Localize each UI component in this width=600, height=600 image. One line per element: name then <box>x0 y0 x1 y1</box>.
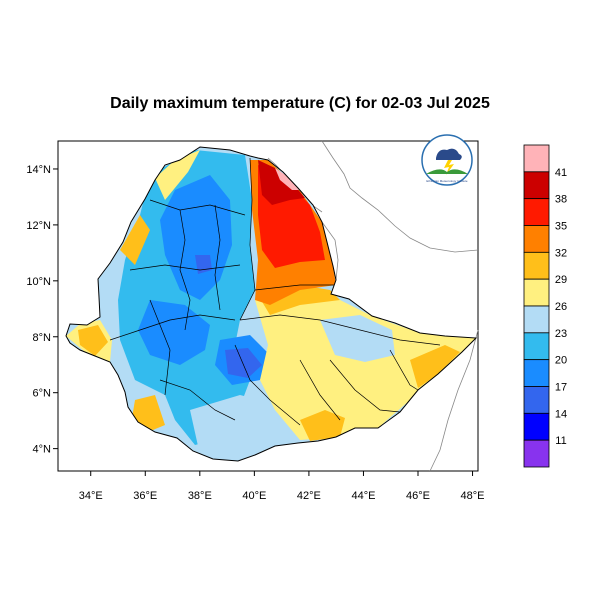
legend-swatch <box>523 386 550 414</box>
legend-label: 41 <box>555 167 567 179</box>
field-blue-east <box>320 315 395 362</box>
legend-swatch <box>523 412 550 441</box>
lon-tick-label: 38°E <box>188 490 212 502</box>
lat-tick-label: 12°N <box>26 220 51 232</box>
lon-tick-label: 44°E <box>351 490 375 502</box>
lat-tick-label: 4°N <box>33 444 52 456</box>
field-afar-pink <box>275 168 300 190</box>
legend-swatch <box>523 225 550 253</box>
axis-ticks: 34°E 36°E 38°E 40°E 42°E 44°E 46°E 48°E 14°N 12°N… <box>26 164 484 502</box>
legend-label: 35 <box>555 221 567 233</box>
map-title: Daily maximum temperature (C) for 02-03 … <box>110 95 490 112</box>
boundary-north <box>149 199 246 216</box>
field-yellow-north <box>155 150 200 200</box>
boundary-west <box>109 314 236 341</box>
color-legend: 41 38 35 32 29 26 23 20 17 14 11 <box>523 144 567 468</box>
lat-tick-label: 10°N <box>26 276 51 288</box>
legend-label: 11 <box>555 435 566 447</box>
boundary-zone-d <box>329 359 401 413</box>
boundary-zone-c <box>149 299 171 396</box>
logo-hills-icon <box>426 169 468 174</box>
lon-tick-label: 40°E <box>242 490 266 502</box>
field-coldspot-a <box>225 348 262 378</box>
boundary-east <box>254 284 336 291</box>
boundary-zone-f <box>389 349 419 391</box>
lon-tick-label: 42°E <box>297 490 321 502</box>
field-orange-northwest <box>120 215 150 265</box>
field-orange-southeast <box>410 345 460 388</box>
field-orange-south <box>300 410 345 441</box>
legend-label: 23 <box>555 328 567 340</box>
lon-tick-label: 48°E <box>461 490 485 502</box>
field-south-light <box>190 395 300 461</box>
legend-label: 32 <box>555 247 567 259</box>
boundary-south <box>234 344 301 426</box>
lat-tick-label: 6°N <box>33 388 52 400</box>
legend-label: 14 <box>555 408 567 420</box>
legend-label: 17 <box>555 382 567 394</box>
logo-lightning-icon <box>444 160 454 175</box>
legend-swatch <box>523 305 550 334</box>
legend-swatch <box>523 332 550 361</box>
legend-swatch <box>523 439 550 468</box>
logo-cloud-icon <box>436 148 462 160</box>
lon-tick-label: 34°E <box>79 490 103 502</box>
lon-tick-label: 46°E <box>406 490 430 502</box>
lat-tick-label: 8°N <box>33 332 52 344</box>
boundary-central <box>129 264 241 271</box>
logo-text: Ethiopian Meteorology Institute <box>426 179 468 183</box>
legend-label: 29 <box>555 274 567 286</box>
field-yellow-east <box>255 290 476 440</box>
boundary-zone-e <box>299 359 341 421</box>
legend-label: 26 <box>555 301 567 313</box>
legend-swatch <box>523 251 550 280</box>
field-afar-veryhot <box>258 160 305 205</box>
legend-swatch <box>523 359 550 387</box>
somalia-coast <box>429 329 479 472</box>
legend-swatch <box>523 198 550 226</box>
legend-swatch <box>523 171 550 200</box>
region-boundaries <box>109 157 441 426</box>
boundary-somali <box>239 314 441 346</box>
legend-label: 38 <box>555 194 567 206</box>
legend-swatch <box>523 144 550 173</box>
boundary-afar <box>239 157 256 321</box>
field-orange-west <box>78 325 108 356</box>
arabia-coast <box>321 140 479 253</box>
boundary-southwest <box>159 379 236 421</box>
legend-swatch <box>523 278 550 307</box>
lon-tick-label: 36°E <box>133 490 157 502</box>
boundary-zone-a <box>179 209 191 331</box>
legend-label: 20 <box>555 355 567 367</box>
lat-tick-label: 14°N <box>26 164 51 176</box>
institute-logo: Ethiopian Meteorology Institute <box>421 134 473 186</box>
boundary-zone-b <box>214 204 221 311</box>
gulf-aden-coast <box>321 221 339 281</box>
